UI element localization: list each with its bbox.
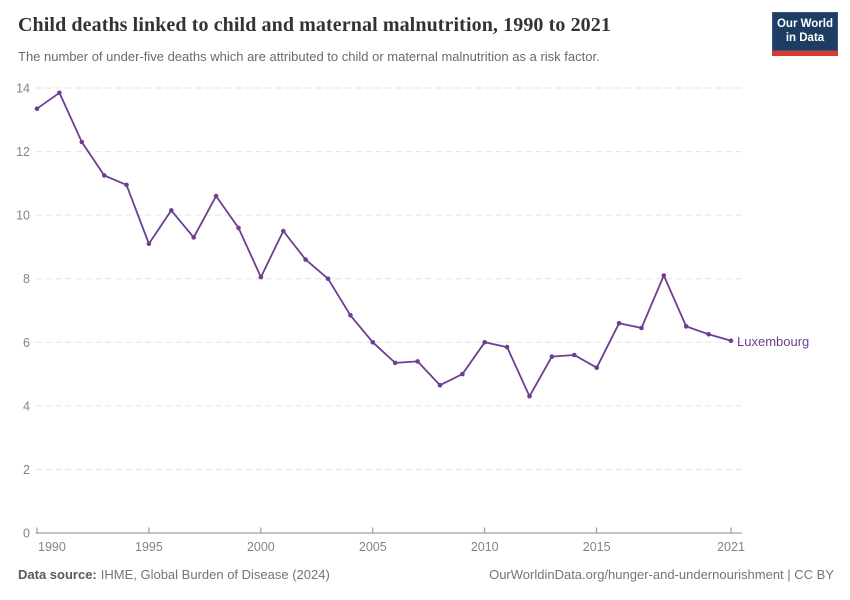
data-point[interactable]	[661, 273, 667, 278]
credit-link[interactable]: OurWorldinData.org/hunger-and-undernouri…	[489, 567, 834, 582]
data-point[interactable]	[101, 173, 107, 178]
owid-logo-text: Our World in Data	[772, 12, 838, 51]
x-tick-label: 2021	[717, 540, 745, 554]
y-tick-label: 14	[16, 82, 30, 96]
y-tick-label: 10	[16, 209, 30, 223]
x-tick-label: 2000	[247, 540, 275, 554]
data-point[interactable]	[124, 182, 129, 188]
data-point[interactable]	[683, 324, 689, 329]
data-point[interactable]	[303, 257, 308, 262]
page-title: Child deaths linked to child and materna…	[18, 14, 611, 36]
series-label-luxembourg[interactable]: Luxembourg	[737, 334, 810, 349]
x-tick-label: 2015	[583, 540, 611, 554]
x-tick-label: 1990	[38, 540, 66, 554]
data-point[interactable]	[79, 139, 85, 145]
y-tick-label: 6	[23, 336, 30, 350]
data-point[interactable]	[437, 382, 443, 388]
data-point[interactable]	[460, 371, 465, 377]
data-point[interactable]	[191, 235, 196, 240]
data-point[interactable]	[34, 106, 40, 111]
chart-footer: Data source: IHME, Global Burden of Disea…	[18, 567, 834, 582]
y-tick-label: 12	[16, 145, 30, 159]
owid-logo-line1: Our World	[776, 18, 833, 30]
data-source: Data source: IHME, Global Burden of Disea…	[18, 567, 330, 582]
data-point[interactable]	[370, 340, 376, 345]
x-tick-label: 1995	[135, 540, 163, 554]
owid-logo-redbar	[772, 50, 838, 56]
data-point[interactable]	[392, 360, 398, 366]
data-point[interactable]	[258, 274, 264, 280]
y-tick-label: 0	[23, 527, 30, 541]
x-tick-label: 2010	[471, 540, 499, 554]
data-point[interactable]	[728, 338, 734, 344]
data-point[interactable]	[236, 225, 241, 231]
y-tick-label: 4	[23, 399, 30, 413]
y-tick-label: 8	[23, 272, 30, 286]
data-point[interactable]	[213, 193, 219, 199]
data-point[interactable]	[504, 344, 510, 350]
data-point[interactable]	[594, 365, 599, 371]
data-point[interactable]	[549, 354, 555, 359]
owid-logo[interactable]: Our World in Data	[772, 12, 838, 56]
data-point[interactable]	[527, 394, 532, 399]
owid-logo-line2: in Data	[785, 31, 825, 44]
data-point[interactable]	[281, 228, 286, 234]
data-point[interactable]	[415, 359, 420, 364]
x-tick-label: 2005	[359, 540, 387, 554]
data-point[interactable]	[169, 208, 174, 213]
y-tick-label: 2	[23, 463, 30, 477]
data-source-label: Data source:	[18, 567, 97, 582]
data-point[interactable]	[639, 325, 644, 331]
data-point[interactable]	[146, 241, 152, 247]
data-source-value: IHME, Global Burden of Disease (2024)	[100, 567, 330, 582]
data-point[interactable]	[706, 332, 711, 337]
data-point[interactable]	[572, 352, 577, 358]
data-point[interactable]	[348, 313, 353, 318]
series-line-luxembourg[interactable]	[36, 91, 732, 398]
data-point[interactable]	[616, 320, 622, 326]
data-point[interactable]	[325, 276, 331, 282]
data-point[interactable]	[482, 340, 488, 345]
chart-subtitle: The number of under-five deaths which ar…	[18, 49, 600, 64]
data-point[interactable]	[57, 90, 62, 96]
